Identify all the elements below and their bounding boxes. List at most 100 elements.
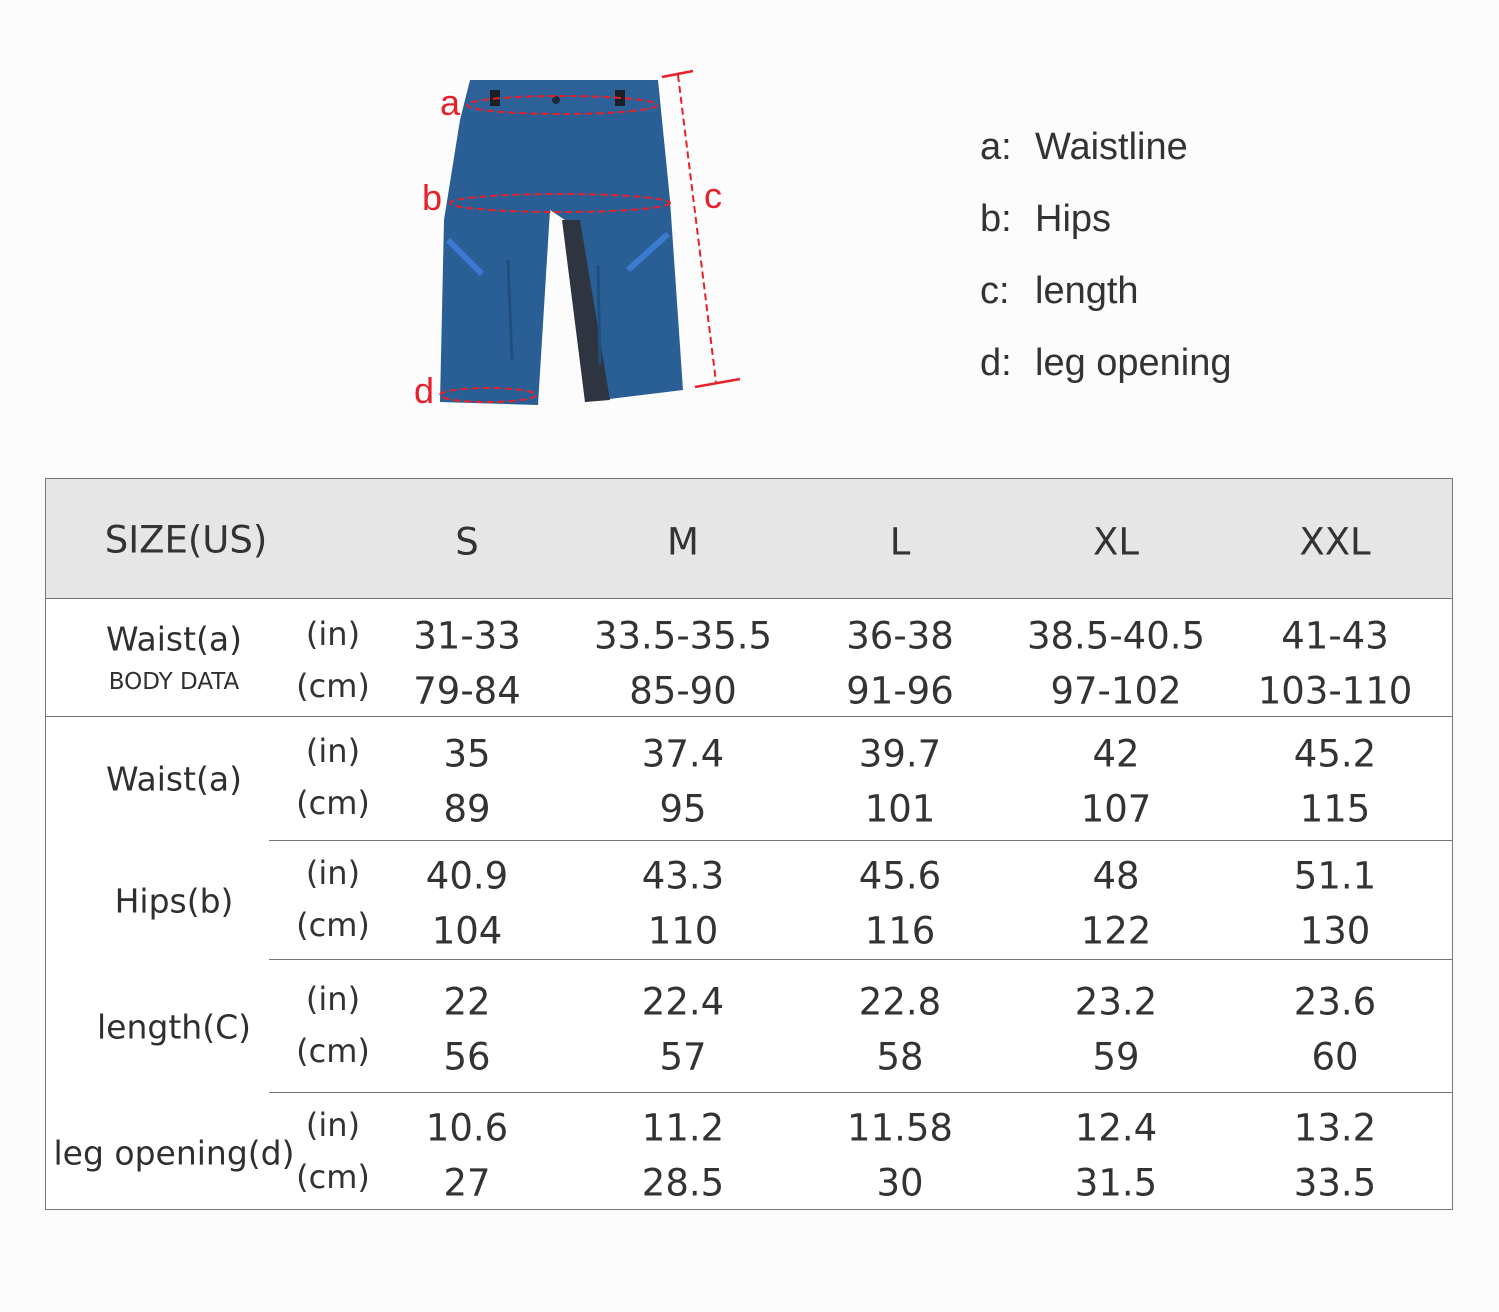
value-cell: 39.7	[858, 732, 942, 776]
legend-item-hips: b: Hips	[980, 198, 1111, 241]
marker-label-c: c	[704, 175, 722, 216]
row-divider	[269, 840, 1452, 841]
value-cell: 38.5-40.5	[1026, 614, 1206, 658]
length-marker	[677, 74, 717, 383]
unit-cm: (cm)	[296, 905, 370, 944]
legend-key: d:	[980, 342, 1012, 384]
value-cell: 35	[443, 732, 491, 776]
value-cell: 27	[443, 1161, 491, 1204]
shorts-measurement-diagram: a b c d	[414, 69, 741, 411]
marker-label-b: b	[422, 177, 442, 218]
value-cell: 101	[864, 787, 936, 831]
row-label-lengthc: length(C)	[97, 1007, 251, 1046]
value-cell: 104	[431, 909, 503, 952]
value-cell: 23.2	[1074, 980, 1158, 1023]
size-header-xl: XL	[1093, 520, 1139, 564]
value-cell: 22	[443, 980, 491, 1023]
value-cell: 95	[659, 787, 707, 831]
unit-cm: (cm)	[296, 1031, 370, 1070]
value-cell: 43.3	[641, 854, 725, 897]
value-cell: 13.2	[1293, 1106, 1377, 1149]
value-cell: 11.58	[847, 1106, 953, 1149]
value-cell: 59	[1092, 1035, 1140, 1078]
legend-item-leg-opening: d: leg opening	[980, 342, 1232, 385]
value-cell: 60	[1311, 1035, 1359, 1078]
value-cell: 31-33	[413, 614, 521, 658]
row-label-waista: Waist(a)	[105, 759, 243, 799]
value-cell: 91-96	[846, 669, 954, 713]
legend-label: length	[1035, 270, 1139, 312]
size-header-m: M	[667, 520, 699, 564]
row-divider	[269, 1092, 1452, 1093]
unit-in: (in)	[305, 732, 361, 770]
unit-in: (in)	[305, 1105, 361, 1144]
legend-label: Waistline	[1035, 126, 1188, 168]
value-cell: 85-90	[629, 669, 737, 713]
value-cell: 31.5	[1074, 1161, 1158, 1204]
value-cell: 115	[1299, 787, 1371, 831]
row-divider	[269, 959, 1452, 960]
body-data-sublabel: BODY DATA	[108, 669, 240, 695]
value-cell: 48	[1092, 854, 1140, 897]
value-cell: 58	[876, 1035, 924, 1078]
size-header-s: S	[455, 520, 479, 564]
row-label-hipsb: Hips(b)	[114, 881, 234, 920]
value-cell: 11.2	[641, 1106, 725, 1149]
value-cell: 33.5	[1293, 1161, 1377, 1204]
size-chart-table: SIZE(US) S M L XL XXL Waist(a) BODY DATA (in) (cm…	[45, 478, 1453, 1210]
value-cell: 23.6	[1293, 980, 1377, 1023]
waistline-marker	[466, 95, 658, 115]
value-cell: 103-110	[1257, 669, 1413, 713]
value-cell: 107	[1080, 787, 1152, 831]
body-data-label: Waist(a)	[105, 619, 243, 659]
unit-in: (in)	[305, 853, 361, 892]
unit-in: (in)	[305, 979, 361, 1018]
value-cell: 37.4	[641, 732, 725, 776]
legend-key: a:	[980, 126, 1012, 168]
value-cell: 10.6	[425, 1106, 509, 1149]
table-header	[46, 479, 1452, 599]
value-cell: 12.4	[1074, 1106, 1158, 1149]
marker-label-a: a	[440, 82, 461, 123]
marker-label-d: d	[414, 370, 434, 411]
value-cell: 89	[443, 787, 491, 831]
legend-label: leg opening	[1035, 342, 1232, 384]
value-cell: 22.8	[858, 980, 942, 1023]
value-cell: 57	[659, 1035, 707, 1078]
size-header-label: SIZE(US)	[104, 518, 268, 562]
value-cell: 28.5	[641, 1161, 725, 1204]
value-cell: 51.1	[1293, 854, 1377, 897]
value-cell: 130	[1299, 909, 1371, 952]
value-cell: 33.5-35.5	[593, 614, 773, 658]
value-cell: 122	[1080, 909, 1152, 952]
value-cell: 41-43	[1281, 614, 1389, 658]
legend-item-length: c: length	[980, 270, 1139, 313]
value-cell: 56	[443, 1035, 491, 1078]
shorts-image	[440, 80, 683, 405]
size-header-l: L	[889, 520, 911, 564]
value-cell: 79-84	[413, 669, 521, 713]
unit-cm: (cm)	[296, 784, 370, 822]
value-cell: 45.2	[1293, 732, 1377, 776]
unit-in: (in)	[305, 615, 361, 653]
value-cell: 42	[1092, 732, 1140, 776]
legend-item-waistline: a: Waistline	[980, 126, 1188, 169]
row-divider	[46, 716, 1452, 717]
value-cell: 36-38	[846, 614, 954, 658]
legend-key: c:	[980, 270, 1010, 312]
unit-cm: (cm)	[296, 667, 370, 705]
row-label-legopeningd: leg opening(d)	[53, 1133, 295, 1172]
size-header-xxl: XXL	[1299, 520, 1371, 564]
legend-label: Hips	[1035, 198, 1112, 240]
value-cell: 22.4	[641, 980, 725, 1023]
leg-opening-marker	[439, 387, 537, 403]
value-cell: 45.6	[858, 854, 942, 897]
unit-cm: (cm)	[296, 1157, 370, 1196]
hips-marker	[449, 193, 671, 213]
value-cell: 116	[864, 909, 936, 952]
value-cell: 110	[647, 909, 719, 952]
value-cell: 30	[876, 1161, 924, 1204]
value-cell: 40.9	[425, 854, 509, 897]
legend-key: b:	[980, 198, 1012, 240]
value-cell: 97-102	[1050, 669, 1182, 713]
